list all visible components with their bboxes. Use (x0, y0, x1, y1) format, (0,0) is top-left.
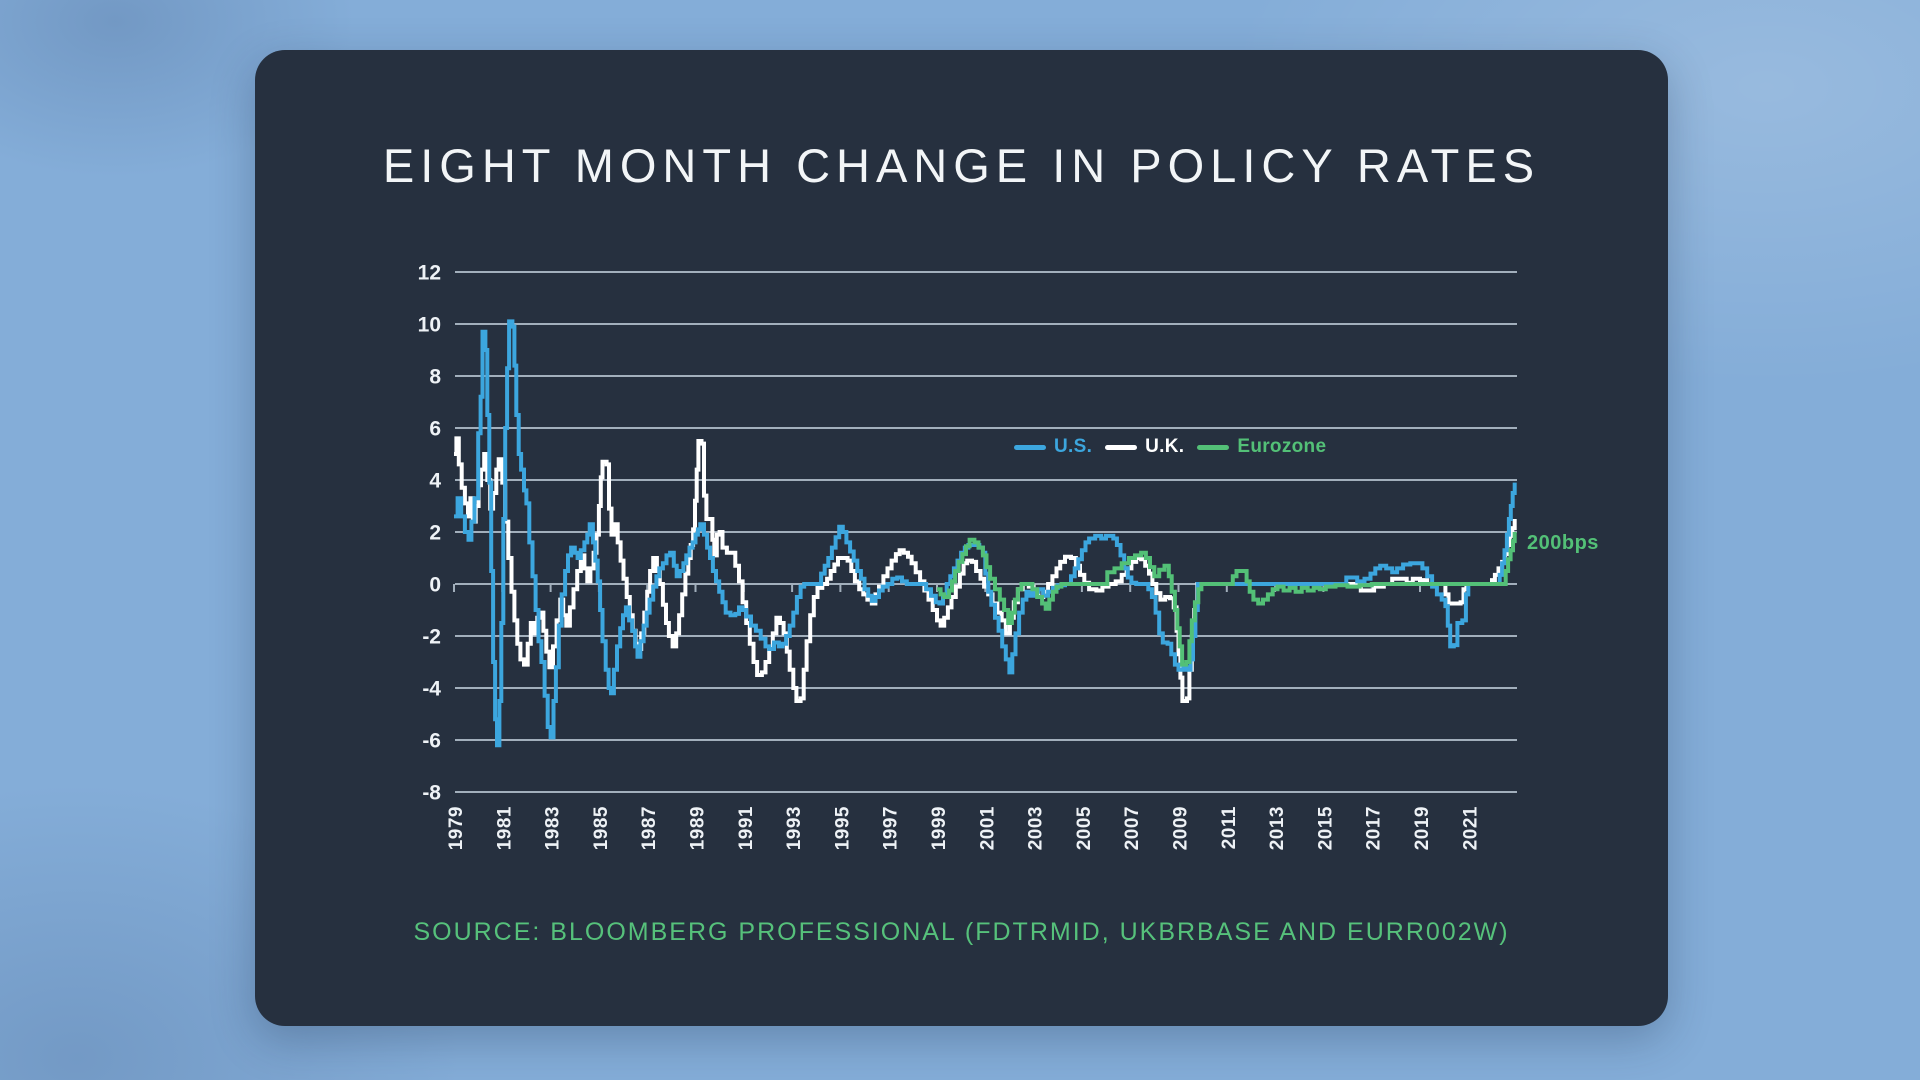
x-axis-label: 1979 (446, 806, 467, 850)
y-axis-label: 2 (429, 522, 441, 545)
x-axis-label: 2013 (1267, 806, 1288, 850)
y-axis-label: -2 (422, 626, 441, 649)
y-axis-label: -8 (422, 782, 441, 805)
series-line-us (454, 319, 1517, 748)
x-axis-label: 1989 (688, 806, 709, 850)
x-axis-label: 1987 (639, 806, 660, 850)
x-axis-label: 1991 (736, 806, 757, 850)
x-axis-label: 2003 (1026, 806, 1047, 850)
x-axis-label: 2015 (1315, 806, 1336, 850)
series-line-uk (454, 436, 1517, 703)
chart-legend: U.S. U.K. Eurozone (1014, 436, 1326, 458)
x-axis-label: 2005 (1074, 806, 1095, 850)
legend-item-us: U.S. (1014, 436, 1092, 458)
y-axis-label: 10 (418, 314, 441, 337)
y-axis-label: 0 (429, 574, 441, 597)
legend-label: U.S. (1054, 436, 1093, 457)
x-axis-label: 1999 (929, 806, 950, 850)
legend-item-eurozone: Eurozone (1197, 436, 1326, 458)
x-axis-label: 2009 (1171, 806, 1192, 850)
x-axis-label: 1995 (832, 806, 853, 850)
y-axis-label: 12 (418, 262, 441, 285)
x-axis-label: 1993 (784, 806, 805, 850)
y-axis-label: -6 (422, 730, 441, 753)
x-axis-label: 2017 (1364, 806, 1385, 850)
legend-swatch (1197, 444, 1230, 450)
y-axis-label: 8 (429, 366, 441, 389)
legend-label: U.K. (1145, 436, 1185, 457)
x-axis-label: 1997 (881, 806, 902, 850)
y-axis-label: 6 (429, 418, 441, 441)
y-axis-label: -4 (422, 678, 441, 701)
legend-swatch (1105, 444, 1138, 450)
end-annotation: 200bps (1527, 532, 1599, 554)
x-axis-label: 2001 (977, 806, 998, 850)
chart-card: EIGHT MONTH CHANGE IN POLICY RATES 12 10 8… (255, 50, 1668, 1026)
x-axis-label: 2021 (1460, 806, 1481, 850)
x-axis-label: 2007 (1122, 806, 1143, 850)
x-axis-label: 2019 (1412, 806, 1433, 850)
x-axis-label: 1985 (591, 806, 612, 850)
y-axis-label: 4 (429, 470, 441, 493)
legend-swatch (1014, 444, 1046, 450)
chart-title: EIGHT MONTH CHANGE IN POLICY RATES (382, 139, 1541, 192)
legend-label: Eurozone (1237, 436, 1327, 457)
chart-area: 12 10 8 6 4 2 0 -2 -4 -6 -8 1979 1981 1983 1985 1987 198… (255, 50, 1668, 1026)
x-axis-label: 1983 (543, 806, 564, 850)
series-line-eurozone (937, 532, 1517, 667)
legend-item-uk: U.K. (1105, 436, 1184, 458)
source-caption: SOURCE: BLOOMBERG PROFESSIONAL (FDTRMID,… (413, 918, 1510, 946)
x-axis-label: 2011 (1219, 806, 1240, 849)
x-axis-label: 1981 (494, 806, 515, 850)
